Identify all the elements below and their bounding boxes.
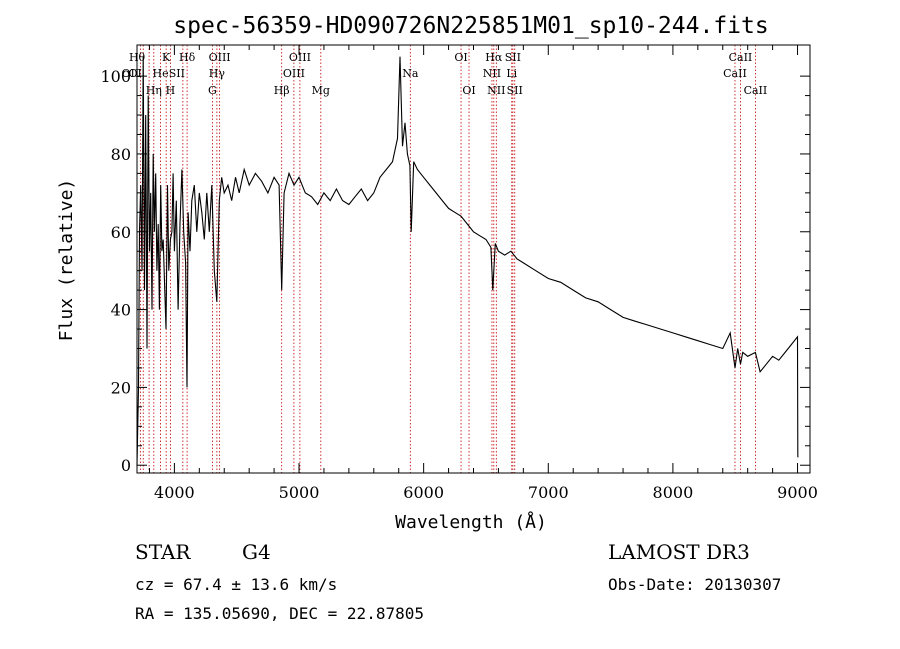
- obs-date-text: Obs-Date: 20130307: [608, 575, 782, 594]
- chart-title: spec-56359-HD090726N225851M01_sp10-244.f…: [173, 13, 768, 39]
- marker-label: Hη: [146, 84, 162, 97]
- x-tick-label: 4000: [154, 483, 195, 502]
- marker-label: Hβ: [274, 84, 290, 97]
- object-class: STAR: [135, 540, 191, 564]
- marker-label: SII: [169, 67, 185, 80]
- marker-label: K: [162, 51, 171, 64]
- redshift-text: cz = 67.4 ± 13.6 km/s: [135, 575, 338, 594]
- y-tick-label: 40: [111, 301, 131, 320]
- marker-label: Hδ: [179, 51, 196, 64]
- x-tick-label: 9000: [777, 483, 818, 502]
- marker-label: SII: [505, 51, 521, 64]
- marker-label: Hα: [485, 51, 503, 64]
- marker-label: OII: [122, 67, 140, 80]
- marker-label: Na: [402, 67, 419, 80]
- marker-label: CaII: [744, 84, 768, 97]
- marker-label: OI: [454, 51, 467, 64]
- object-subclass: G4: [242, 540, 271, 564]
- x-tick-label: 5000: [279, 483, 320, 502]
- marker-label: OIII: [283, 67, 305, 80]
- x-tick-label: 7000: [528, 483, 569, 502]
- y-axis: 0 20 40 60 80 100: [100, 67, 810, 475]
- survey-name: LAMOST DR3: [608, 540, 750, 564]
- marker-label: Li: [506, 67, 517, 80]
- x-axis: 4000 5000 6000 7000 8000 9000: [148, 45, 818, 502]
- marker-label: He: [153, 67, 169, 80]
- x-axis-label: Wavelength (Å): [395, 511, 547, 533]
- y-tick-label: 0: [121, 456, 131, 475]
- marker-label: G: [208, 84, 217, 97]
- marker-label: Mg: [312, 84, 330, 97]
- coordinates-text: RA = 135.05690, DEC = 22.87805: [135, 604, 424, 623]
- spectrum-line: [136, 56, 799, 466]
- marker-label: CaII: [729, 51, 753, 64]
- emission-line-labels: OIIHθOIHηHeKHSIIHδGHγOIIIHβOIIIOIIIMgNaO…: [122, 51, 768, 97]
- marker-label: NII: [487, 84, 505, 97]
- plot-frame: [136, 44, 811, 474]
- emission-line-markers: [139, 45, 756, 473]
- marker-label: OIII: [289, 51, 311, 64]
- y-tick-label: 100: [100, 67, 131, 86]
- y-axis-label: Flux (relative): [56, 179, 77, 342]
- marker-label: CaII: [723, 67, 747, 80]
- x-tick-label: 8000: [653, 483, 694, 502]
- marker-label: SII: [507, 84, 523, 97]
- y-tick-label: 80: [111, 145, 131, 164]
- marker-label: Hγ: [209, 67, 226, 80]
- marker-label: H: [166, 84, 176, 97]
- x-tick-label: 6000: [403, 483, 444, 502]
- marker-label: OIII: [209, 51, 231, 64]
- marker-label: OI: [129, 67, 142, 80]
- y-tick-label: 60: [111, 223, 131, 242]
- y-tick-label: 20: [111, 378, 131, 397]
- marker-label: OI: [462, 84, 475, 97]
- marker-label: NII: [483, 67, 501, 80]
